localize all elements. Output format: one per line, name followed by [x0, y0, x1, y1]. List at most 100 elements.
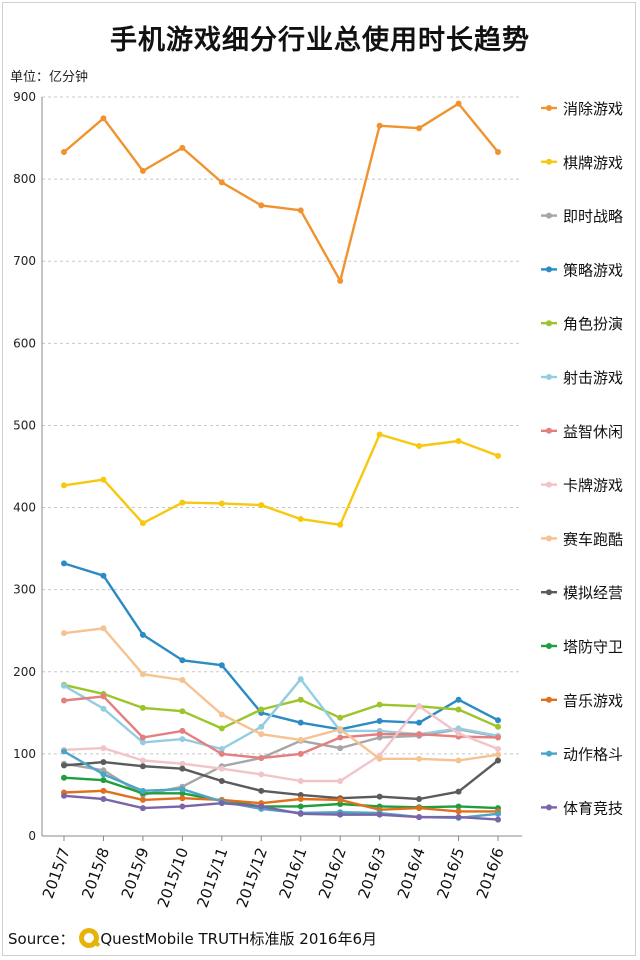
data-point [139, 631, 146, 638]
data-point [258, 723, 265, 730]
data-point [61, 149, 67, 156]
data-point [61, 630, 67, 637]
y-tick-label: 800 [13, 172, 36, 186]
legend-marker [546, 374, 552, 380]
data-point [495, 757, 501, 764]
x-tick-label: 2016/4 [394, 845, 429, 901]
legend-marker [546, 427, 552, 434]
data-point [258, 803, 265, 810]
data-point [139, 739, 146, 746]
data-point [100, 771, 107, 778]
y-tick-label: 200 [13, 665, 36, 679]
data-point [179, 499, 186, 506]
data-point [179, 790, 186, 797]
y-tick-label: 600 [13, 336, 36, 350]
data-point [218, 750, 225, 757]
series-line [63, 627, 499, 762]
data-point [258, 502, 265, 509]
data-point [297, 676, 304, 683]
data-point [179, 786, 186, 793]
data-point [416, 755, 423, 762]
data-point [139, 796, 146, 803]
data-point [258, 202, 265, 209]
data-point [416, 442, 423, 449]
legend-label: 塔防守卫 [563, 638, 623, 656]
data-point [179, 803, 186, 810]
data-point [139, 167, 146, 174]
legend-marker [546, 481, 552, 488]
series-line [63, 789, 498, 813]
data-point [376, 122, 383, 129]
data-point [455, 808, 462, 815]
data-point [100, 787, 107, 794]
data-point [416, 125, 423, 132]
data-point [376, 731, 383, 738]
data-point [218, 800, 225, 807]
data-point [258, 731, 265, 738]
data-point [218, 765, 225, 772]
data-point [61, 560, 67, 567]
data-point [337, 745, 344, 752]
data-point [495, 751, 501, 758]
x-tick-label: 2016/1 [276, 845, 311, 901]
legend-label: 卡牌游戏 [563, 477, 623, 495]
data-point [376, 431, 383, 438]
data-point [179, 676, 186, 683]
legend-marker [546, 589, 552, 596]
data-point [258, 771, 265, 778]
data-point [337, 777, 344, 784]
y-axis-unit-label: 单位：亿分钟 [10, 70, 89, 85]
legend-label: 模拟经营 [563, 584, 623, 602]
x-tick-label: 2015/7 [39, 845, 74, 901]
legend-marker [546, 158, 552, 165]
data-point [455, 788, 462, 795]
legend-marker [546, 804, 552, 811]
data-point [100, 115, 107, 122]
data-point [179, 708, 186, 715]
x-tick-label: 2016/5 [433, 845, 468, 901]
x-tick-label: 2016/3 [354, 845, 389, 901]
data-point [376, 755, 383, 762]
legend-label: 音乐游戏 [563, 692, 623, 710]
data-point [337, 796, 344, 803]
y-tick-label: 500 [13, 418, 36, 432]
source-brand: QuestMobile TRUTH标准版 2016年6月 [100, 930, 378, 948]
legend-label: 射击游戏 [563, 369, 623, 387]
series-line [63, 433, 499, 526]
data-point [455, 706, 462, 713]
data-point [179, 144, 186, 151]
data-point [179, 760, 186, 767]
data-point [61, 774, 67, 781]
legend-marker [546, 643, 552, 649]
data-point [100, 745, 107, 752]
data-point [218, 662, 225, 669]
data-point [100, 796, 107, 803]
data-point [297, 796, 304, 803]
legend-marker [546, 212, 552, 219]
x-tick-label: 2015/9 [118, 845, 153, 901]
data-point [416, 796, 423, 803]
series-line [63, 695, 499, 760]
legend-label: 益智休闲 [563, 423, 623, 441]
data-point [139, 787, 146, 794]
x-tick-label: 2015/11 [193, 845, 231, 910]
source-label: Source： [8, 930, 75, 948]
series-line [63, 678, 499, 751]
data-point [100, 476, 107, 483]
data-point [100, 625, 107, 632]
y-tick-label: 700 [13, 254, 36, 268]
data-point [258, 754, 265, 761]
legend-marker [546, 535, 552, 542]
x-tick-label: 2015/10 [154, 845, 192, 910]
data-point [495, 816, 501, 823]
data-point [100, 693, 107, 700]
data-point [139, 671, 146, 678]
data-point [455, 803, 462, 810]
data-point [337, 277, 344, 284]
data-point [218, 711, 225, 718]
data-point [416, 731, 423, 738]
data-point [337, 726, 344, 733]
data-point [495, 745, 501, 752]
y-tick-label: 100 [13, 747, 36, 761]
